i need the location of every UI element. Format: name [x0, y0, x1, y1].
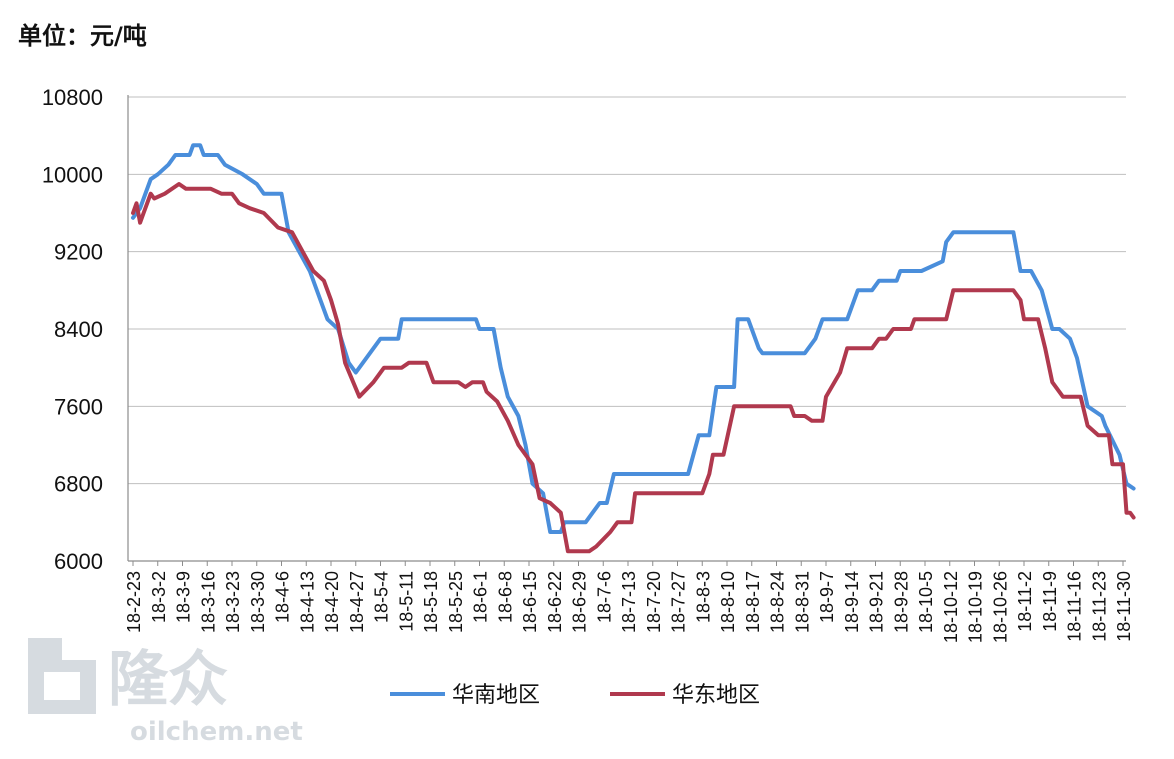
y-tick-label: 6800 — [54, 472, 103, 497]
x-tick-label: 18-10-19 — [966, 571, 986, 643]
watermark-brand: 隆众 — [108, 645, 228, 715]
x-tick-label: 18-8-31 — [792, 571, 812, 633]
x-tick-label: 18-11-9 — [1040, 571, 1060, 632]
logo-mark-icon — [28, 638, 96, 714]
x-tick-label: 18-2-23 — [124, 571, 144, 633]
x-tick-label: 18-3-9 — [174, 571, 194, 623]
x-tick-label: 18-5-11 — [396, 571, 416, 632]
x-tick-label: 18-4-6 — [273, 571, 293, 623]
watermark-url: oilchem.net — [130, 717, 303, 747]
x-tick-label: 18-7-6 — [594, 571, 614, 623]
y-tick-label: 9200 — [54, 240, 103, 265]
y-tick-label: 7600 — [54, 394, 103, 419]
x-tick-label: 18-6-8 — [495, 571, 515, 623]
y-axis-ticks: 6000 6800 7600 8400 9200 10000 10800 — [42, 85, 103, 574]
y-tick-label: 8400 — [54, 317, 103, 342]
x-tick-label: 18-7-20 — [644, 571, 664, 633]
x-tick-label: 18-3-16 — [198, 571, 218, 633]
x-tick-label: 18-4-27 — [347, 571, 367, 633]
x-tick-label: 18-4-13 — [297, 571, 317, 633]
x-tick-label: 18-9-14 — [842, 571, 862, 633]
x-tick-label: 18-3-2 — [149, 571, 169, 623]
x-tick-label: 18-9-7 — [817, 571, 837, 623]
x-tick-label: 18-11-23 — [1089, 571, 1109, 642]
x-tick-label: 18-8-24 — [768, 571, 788, 633]
x-tick-label: 18-11-30 — [1114, 571, 1134, 642]
x-tick-label: 18-6-29 — [570, 571, 590, 633]
x-tick-label: 18-6-1 — [471, 571, 491, 623]
x-tick-label: 18-10-5 — [916, 571, 936, 633]
x-tick-label: 18-4-20 — [322, 571, 342, 633]
legend-label: 华东地区 — [672, 683, 760, 708]
x-tick-label: 18-5-4 — [372, 571, 392, 623]
x-tick-label: 18-10-12 — [941, 571, 961, 643]
x-tick-label: 18-11-16 — [1065, 571, 1085, 642]
x-tick-label: 18-8-10 — [718, 571, 738, 633]
x-tick-label: 18-9-21 — [867, 571, 887, 633]
x-tick-label: 18-7-13 — [619, 571, 639, 633]
x-axis-ticks: 18-2-23 18-3-2 18-3-9 18-3-16 18-3-23 18-3-30… — [124, 561, 1134, 643]
unit-label: 单位：元/吨 — [18, 22, 147, 50]
y-tick-label: 10000 — [42, 162, 103, 187]
series-lines — [131, 143, 1136, 554]
x-tick-label: 18-10-26 — [990, 571, 1010, 643]
x-tick-label: 18-7-27 — [669, 571, 689, 633]
y-tick-label: 10800 — [42, 85, 103, 110]
x-tick-label: 18-3-23 — [223, 571, 243, 633]
y-tick-label: 6000 — [54, 549, 103, 574]
x-tick-label: 18-6-22 — [545, 571, 565, 633]
legend: 华南地区 华东地区 — [390, 683, 760, 708]
x-tick-label: 18-8-17 — [743, 571, 763, 633]
series-line-south-china — [131, 143, 1136, 534]
x-tick-label: 18-5-25 — [446, 571, 466, 633]
x-tick-label: 18-8-3 — [693, 571, 713, 623]
x-tick-label: 18-5-18 — [421, 571, 441, 633]
x-tick-label: 18-11-2 — [1015, 571, 1035, 632]
grid-lines — [128, 96, 1126, 485]
legend-label: 华南地区 — [452, 683, 540, 708]
x-axis — [127, 95, 1126, 562]
x-tick-label: 18-9-28 — [891, 571, 911, 633]
x-tick-label: 18-3-30 — [248, 571, 268, 633]
x-tick-label: 18-6-15 — [520, 571, 540, 633]
series-line-east-china — [131, 182, 1136, 554]
